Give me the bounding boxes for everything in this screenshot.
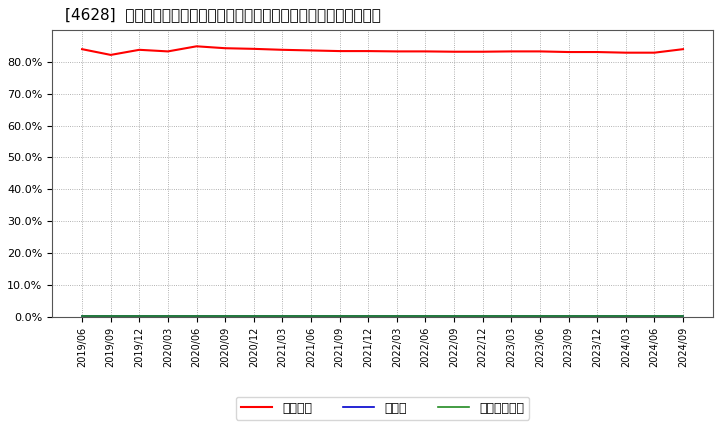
繰延税金資産 — [564, 313, 573, 318]
繰延税金資産 — [421, 313, 430, 318]
のれん — [392, 314, 401, 319]
自己資本 — [192, 44, 201, 49]
繰延税金資産 — [78, 313, 86, 318]
自己資本 — [221, 46, 230, 51]
自己資本 — [364, 48, 372, 54]
Line: 自己資本: 自己資本 — [82, 46, 683, 55]
自己資本 — [278, 47, 287, 52]
のれん — [192, 314, 201, 319]
繰延税金資産 — [278, 313, 287, 318]
自己資本 — [536, 49, 544, 54]
繰延税金資産 — [163, 313, 172, 318]
繰延税金資産 — [307, 313, 315, 318]
繰延税金資産 — [107, 313, 115, 318]
のれん — [107, 314, 115, 319]
自己資本 — [450, 49, 459, 55]
Text: [4628]  自己資本、のれん、繰延税金資産の総資産に対する比率の推移: [4628] 自己資本、のれん、繰延税金資産の総資産に対する比率の推移 — [66, 7, 381, 22]
のれん — [135, 314, 143, 319]
自己資本 — [249, 46, 258, 51]
のれん — [650, 314, 659, 319]
自己資本 — [564, 49, 573, 55]
繰延税金資産 — [478, 313, 487, 318]
繰延税金資産 — [450, 313, 459, 318]
自己資本 — [135, 47, 143, 52]
のれん — [536, 314, 544, 319]
のれん — [450, 314, 459, 319]
のれん — [78, 314, 86, 319]
自己資本 — [421, 49, 430, 54]
のれん — [249, 314, 258, 319]
繰延税金資産 — [336, 313, 344, 318]
繰延税金資産 — [536, 313, 544, 318]
繰延税金資産 — [392, 313, 401, 318]
繰延税金資産 — [221, 313, 230, 318]
自己資本 — [507, 49, 516, 54]
自己資本 — [163, 49, 172, 54]
繰延税金資産 — [249, 313, 258, 318]
のれん — [564, 314, 573, 319]
のれん — [507, 314, 516, 319]
のれん — [593, 314, 601, 319]
自己資本 — [679, 47, 688, 52]
繰延税金資産 — [364, 313, 372, 318]
自己資本 — [336, 48, 344, 54]
のれん — [307, 314, 315, 319]
のれん — [421, 314, 430, 319]
のれん — [679, 314, 688, 319]
のれん — [621, 314, 630, 319]
自己資本 — [307, 48, 315, 53]
自己資本 — [392, 49, 401, 54]
自己資本 — [78, 47, 86, 52]
繰延税金資産 — [679, 313, 688, 318]
自己資本 — [593, 49, 601, 55]
自己資本 — [107, 52, 115, 58]
のれん — [364, 314, 372, 319]
のれん — [163, 314, 172, 319]
繰延税金資産 — [621, 313, 630, 318]
Legend: 自己資本, のれん, 繰延税金資産: 自己資本, のれん, 繰延税金資産 — [235, 396, 529, 419]
繰延税金資産 — [650, 313, 659, 318]
繰延税金資産 — [507, 313, 516, 318]
繰延税金資産 — [192, 313, 201, 318]
繰延税金資産 — [135, 313, 143, 318]
自己資本 — [650, 50, 659, 55]
繰延税金資産 — [593, 313, 601, 318]
自己資本 — [478, 49, 487, 55]
のれん — [278, 314, 287, 319]
のれん — [478, 314, 487, 319]
のれん — [336, 314, 344, 319]
のれん — [221, 314, 230, 319]
自己資本 — [621, 50, 630, 55]
